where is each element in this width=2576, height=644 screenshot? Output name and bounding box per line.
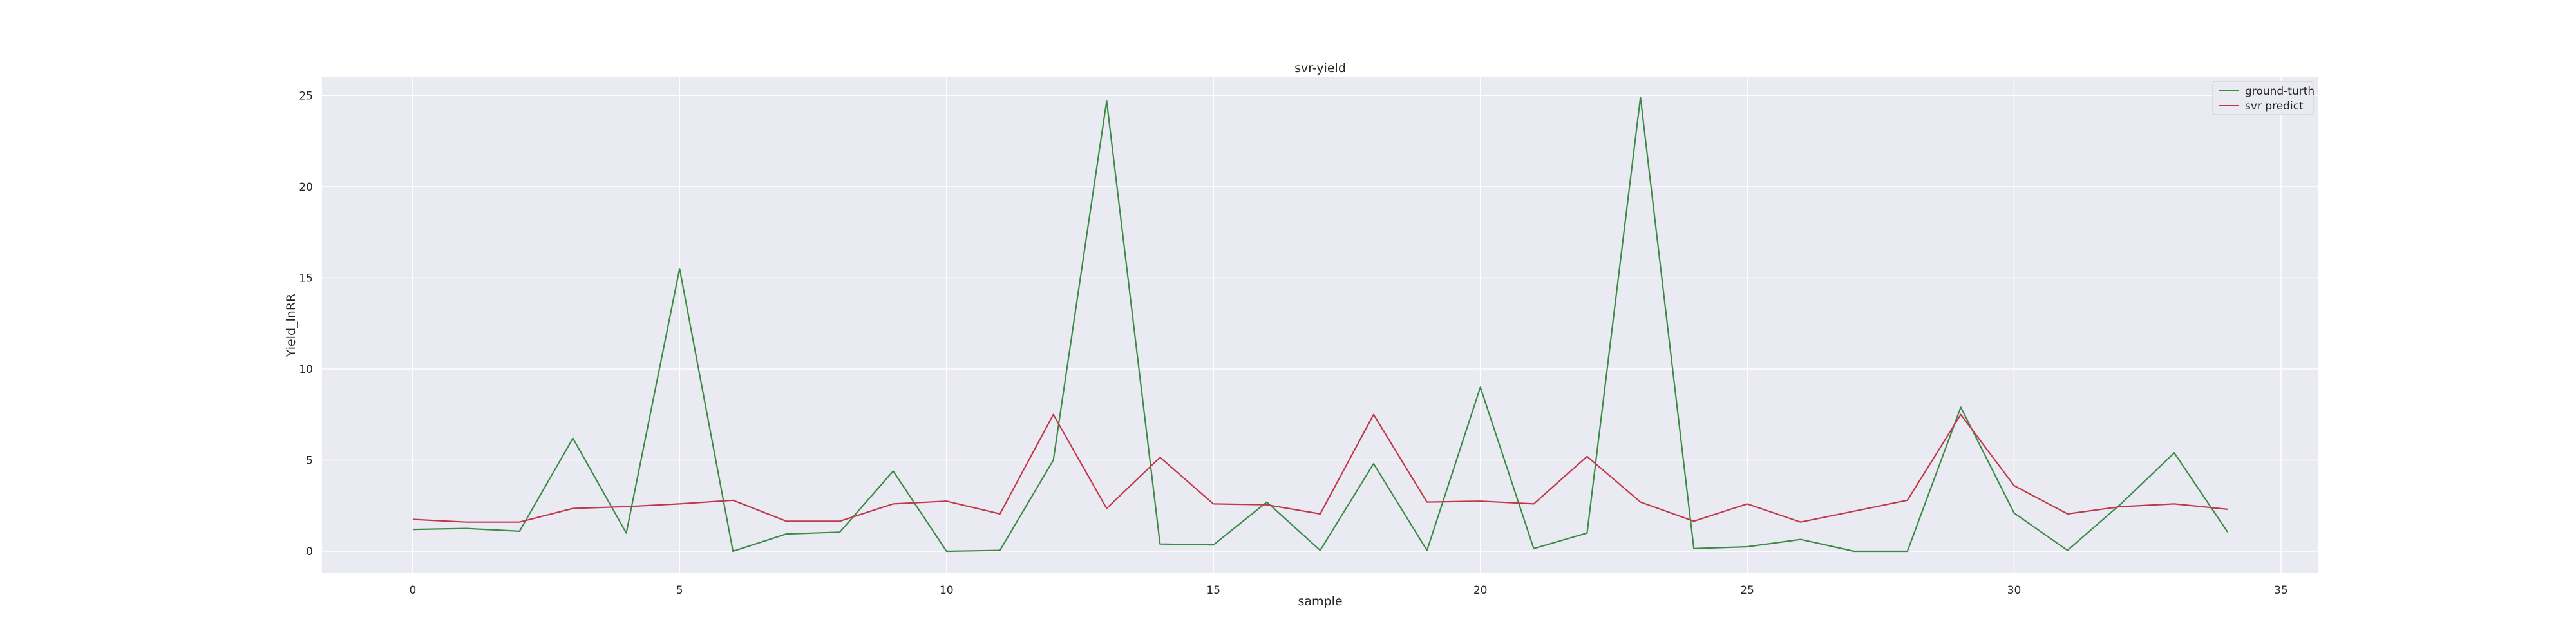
- x-tick-label: 10: [940, 584, 954, 597]
- legend-label-ground-turth: ground-turth: [2245, 85, 2315, 98]
- x-tick-label: 0: [409, 584, 416, 597]
- y-tick-label: 0: [306, 545, 313, 558]
- gridlines: [322, 77, 2318, 573]
- x-tick-labels: 0 5 10 15 20 25 30 35: [409, 584, 2287, 597]
- y-tick-label: 10: [299, 363, 313, 376]
- x-tick-label: 25: [1740, 584, 1754, 597]
- series-line-ground-turth: [412, 97, 2229, 553]
- x-tick-label: 20: [1473, 584, 1488, 597]
- y-tick-label: 25: [299, 90, 313, 102]
- series-line-svr-predict: [412, 413, 2228, 523]
- chart-title: svr-yield: [1294, 61, 1346, 75]
- x-tick-label: 5: [676, 584, 683, 597]
- y-tick-labels: 0 5 10 15 20 25: [299, 90, 313, 558]
- legend-label-svr-predict: svr predict: [2245, 100, 2304, 113]
- plot-area: [322, 77, 2318, 573]
- x-axis-label: sample: [1298, 594, 1342, 609]
- y-axis-label: Yield_lnRR: [284, 294, 298, 357]
- y-tick-label: 15: [299, 272, 313, 285]
- series-layer: [412, 97, 2229, 553]
- x-tick-label: 35: [2274, 584, 2288, 597]
- y-tick-label: 5: [306, 454, 313, 467]
- legend: ground-turth svr predict: [2212, 80, 2315, 115]
- x-tick-label: 15: [1206, 584, 1220, 597]
- y-tick-label: 20: [299, 181, 313, 194]
- x-tick-label: 30: [2007, 584, 2022, 597]
